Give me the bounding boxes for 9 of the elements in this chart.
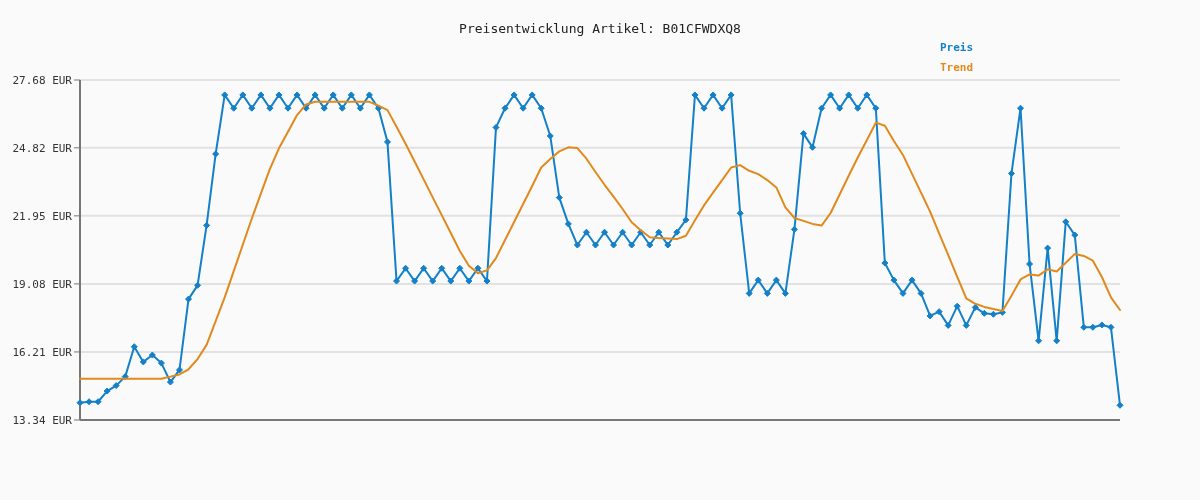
y-tick-label: 24.82 EUR <box>12 141 73 155</box>
chart-title: Preisentwicklung Artikel: B01CFWDXQ8 <box>459 21 741 36</box>
y-tick-label: 13.34 EUR <box>12 413 73 427</box>
y-tick-label: 19.08 EUR <box>12 277 73 291</box>
y-tick-label: 21.95 EUR <box>12 209 73 223</box>
text: Preis <box>940 41 974 54</box>
y-tick-label: 27.68 EUR <box>12 73 73 87</box>
text: Trend <box>940 61 974 74</box>
y-tick-label: 16.21 EUR <box>12 345 73 359</box>
